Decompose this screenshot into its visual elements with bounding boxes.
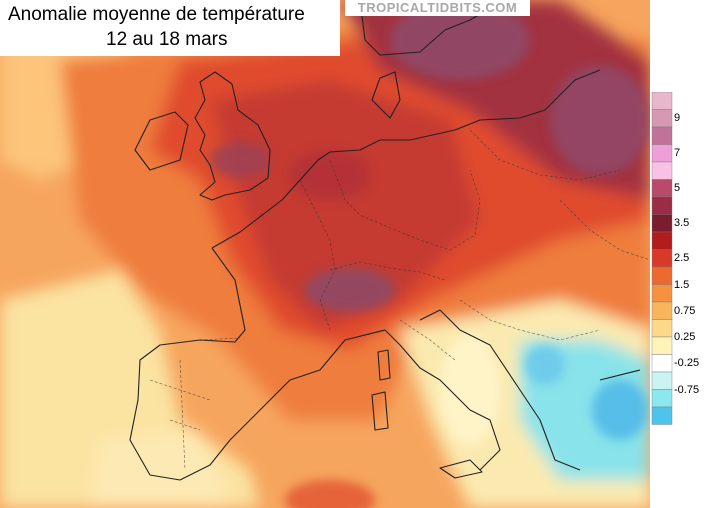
sicily-outline [439,459,483,479]
continent-outline [129,69,641,481]
map-date-range: 12 au 18 mars [106,29,228,50]
legend-swatch [651,336,673,355]
ireland-outline [134,111,189,171]
legend-label: 7 [674,147,681,160]
border-alps [329,261,446,281]
legend-swatch [651,319,673,338]
legend-label: 3.5 [674,217,690,230]
coastlines [129,0,641,481]
border-italy [399,319,456,361]
legend-swatch [651,406,673,425]
blue-albania [525,345,565,385]
purple-alps [305,268,395,312]
regional-borders [149,129,650,471]
purple-north-sea [390,0,530,80]
denmark-outline [371,71,401,119]
legend-label: 9 [674,112,681,125]
pale-iberia-south [90,430,230,508]
map-title: Anomalie moyenne de température [8,4,305,25]
purple-poland [550,65,650,175]
border-spain-france [159,337,241,346]
legend-swatch [651,126,673,145]
border-poland [469,129,621,181]
anomaly-highlights [210,0,650,508]
border-iberia-internal [149,359,211,471]
color-legend [651,92,673,425]
legend-swatch [651,179,673,198]
legend-label: -0.25 [674,357,700,370]
legend-swatch [651,144,673,163]
watermark: TROPICALTIDBITS.COM [345,0,530,16]
legend-swatch [651,354,673,373]
legend-label: 0.25 [674,331,696,343]
blue-greece [592,380,648,440]
crimson-core [210,80,480,330]
red-north-africa [285,480,375,508]
border-balkans [459,299,601,341]
legend-swatch [651,161,673,180]
corsica-outline [377,349,391,381]
legend-swatch [651,266,673,285]
legend-swatch [651,109,673,128]
purple-england [210,142,270,178]
legend-swatch [651,371,673,390]
legend-label: -0.75 [674,383,700,396]
legend-label: 5 [674,182,681,195]
legend-swatch [651,389,673,408]
legend-label: 1.5 [674,278,690,291]
dark-red-benelux [290,150,370,200]
legend-label: 2.5 [674,252,690,265]
scandinavia-outline [359,0,506,56]
legend-label: 0.75 [674,304,696,317]
legend-swatch [651,196,673,215]
great-britain-outline [194,71,271,201]
temperature-anomaly-map [0,0,650,508]
legend-swatch [651,214,673,233]
pale-italy [440,335,500,445]
legend-swatch [651,284,673,303]
title-box: Anomalie moyenne de température 12 au 18… [0,0,340,56]
legend-swatch [651,92,673,110]
legend-swatch [651,301,673,320]
legend-swatch [651,231,673,250]
legend-swatch [651,249,673,268]
sardinia-outline [371,391,389,431]
border-east [559,199,650,261]
border-france-east [299,179,336,331]
